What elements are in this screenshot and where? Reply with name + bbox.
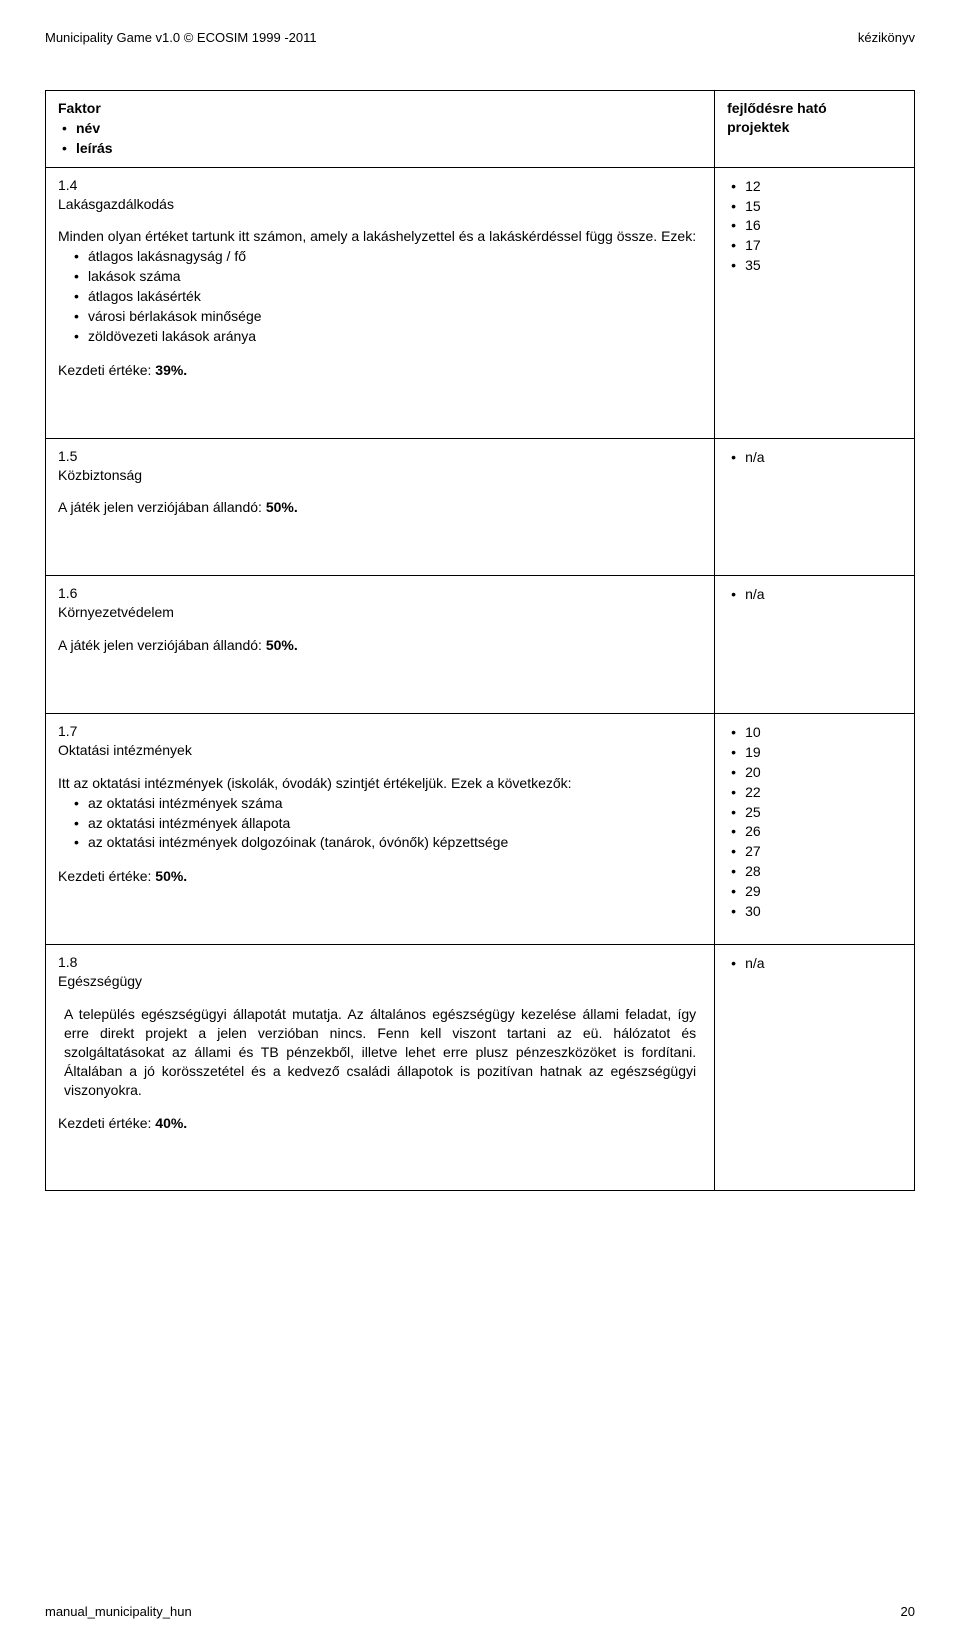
closing-prefix: A játék jelen verziójában állandó: bbox=[58, 499, 266, 515]
factor-para: Itt az oktatási intézmények (iskolák, óv… bbox=[58, 775, 572, 791]
project: 29 bbox=[727, 882, 902, 901]
bullet: az oktatási intézmények száma bbox=[70, 794, 702, 813]
project: n/a bbox=[727, 954, 902, 973]
footer-left: manual_municipality_hun bbox=[45, 1604, 192, 1619]
closing-value: 50%. bbox=[266, 499, 298, 515]
project: 12 bbox=[727, 177, 902, 196]
factor-cell: 1.6 Környezetvédelem A játék jelen verzi… bbox=[46, 576, 715, 714]
closing-value: 50%. bbox=[266, 637, 298, 653]
closing-prefix: A játék jelen verziójában állandó: bbox=[58, 637, 266, 653]
header-nev: név bbox=[76, 120, 100, 136]
factor-title: Lakásgazdálkodás bbox=[58, 196, 174, 212]
bullet: lakások száma bbox=[70, 267, 702, 286]
factor-title: Egészségügy bbox=[58, 973, 142, 989]
projects-cell: n/a bbox=[715, 945, 915, 1191]
project: 15 bbox=[727, 197, 902, 216]
projects-cell: n/a bbox=[715, 438, 915, 576]
table-header-row: Faktor név leírás fejlődésre ható projek… bbox=[46, 91, 915, 168]
footer-right: 20 bbox=[901, 1604, 915, 1619]
project: 27 bbox=[727, 842, 902, 861]
table-row: 1.5 Közbiztonság A játék jelen verziójáb… bbox=[46, 438, 915, 576]
factor-bullets: átlagos lakásnagyság / fő lakások száma … bbox=[70, 247, 702, 345]
project: 16 bbox=[727, 216, 902, 235]
bullet: az oktatási intézmények állapota bbox=[70, 814, 702, 833]
header-right-line1: fejlődésre ható bbox=[727, 100, 827, 116]
closing-value: 40%. bbox=[155, 1115, 187, 1131]
factor-table: Faktor név leírás fejlődésre ható projek… bbox=[45, 90, 915, 1191]
closing-prefix: Kezdeti értéke: bbox=[58, 362, 155, 378]
factor-bullets: az oktatási intézmények száma az oktatás… bbox=[70, 794, 702, 853]
projects-cell: n/a bbox=[715, 576, 915, 714]
bullet: átlagos lakásnagyság / fő bbox=[70, 247, 702, 266]
closing-value: 50%. bbox=[155, 868, 187, 884]
bullet: átlagos lakásérték bbox=[70, 287, 702, 306]
project: n/a bbox=[727, 585, 902, 604]
project: 25 bbox=[727, 803, 902, 822]
factor-id: 1.8 bbox=[58, 954, 77, 970]
project: n/a bbox=[727, 448, 902, 467]
header-right: kézikönyv bbox=[858, 30, 915, 45]
page-header: Municipality Game v1.0 © ECOSIM 1999 -20… bbox=[45, 30, 915, 45]
factor-id: 1.6 bbox=[58, 585, 77, 601]
table-header-right: fejlődésre ható projektek bbox=[715, 91, 915, 168]
projects-list: 12 15 16 17 35 bbox=[727, 177, 902, 275]
closing-prefix: Kezdeti értéke: bbox=[58, 1115, 155, 1131]
header-right-line2: projektek bbox=[727, 119, 789, 135]
bullet: városi bérlakások minősége bbox=[70, 307, 702, 326]
bullet: zöldövezeti lakások aránya bbox=[70, 327, 702, 346]
projects-list: 10 19 20 22 25 26 27 28 29 30 bbox=[727, 723, 902, 921]
factor-cell: 1.8 Egészségügy A település egészségügyi… bbox=[46, 945, 715, 1191]
header-leiras: leírás bbox=[76, 140, 113, 156]
projects-list: n/a bbox=[727, 954, 902, 973]
table-header-left: Faktor név leírás bbox=[46, 91, 715, 168]
project: 28 bbox=[727, 862, 902, 881]
table-row: 1.6 Környezetvédelem A játék jelen verzi… bbox=[46, 576, 915, 714]
project: 19 bbox=[727, 743, 902, 762]
project: 26 bbox=[727, 822, 902, 841]
header-left: Municipality Game v1.0 © ECOSIM 1999 -20… bbox=[45, 30, 317, 45]
projects-cell: 10 19 20 22 25 26 27 28 29 30 bbox=[715, 714, 915, 945]
factor-para: Minden olyan értéket tartunk itt számon,… bbox=[58, 228, 696, 244]
project: 35 bbox=[727, 256, 902, 275]
factor-id: 1.7 bbox=[58, 723, 77, 739]
factor-title: Környezetvédelem bbox=[58, 604, 174, 620]
factor-cell: 1.4 Lakásgazdálkodás Minden olyan értéke… bbox=[46, 167, 715, 438]
table-row: 1.8 Egészségügy A település egészségügyi… bbox=[46, 945, 915, 1191]
projects-list: n/a bbox=[727, 585, 902, 604]
header-faktor: Faktor bbox=[58, 100, 101, 116]
closing-prefix: Kezdeti értéke: bbox=[58, 868, 155, 884]
factor-id: 1.5 bbox=[58, 448, 77, 464]
factor-title: Közbiztonság bbox=[58, 467, 142, 483]
projects-cell: 12 15 16 17 35 bbox=[715, 167, 915, 438]
projects-list: n/a bbox=[727, 448, 902, 467]
closing-value: 39%. bbox=[155, 362, 187, 378]
page-footer: manual_municipality_hun 20 bbox=[45, 1604, 915, 1619]
table-row: 1.4 Lakásgazdálkodás Minden olyan értéke… bbox=[46, 167, 915, 438]
project: 10 bbox=[727, 723, 902, 742]
project: 30 bbox=[727, 902, 902, 921]
project: 20 bbox=[727, 763, 902, 782]
factor-cell: 1.7 Oktatási intézmények Itt az oktatási… bbox=[46, 714, 715, 945]
factor-id: 1.4 bbox=[58, 177, 77, 193]
bullet: az oktatási intézmények dolgozóinak (tan… bbox=[70, 833, 702, 852]
factor-cell: 1.5 Közbiztonság A játék jelen verziójáb… bbox=[46, 438, 715, 576]
table-row: 1.7 Oktatási intézmények Itt az oktatási… bbox=[46, 714, 915, 945]
project: 22 bbox=[727, 783, 902, 802]
factor-para: A település egészségügyi állapotát mutat… bbox=[58, 1005, 702, 1099]
factor-title: Oktatási intézmények bbox=[58, 742, 192, 758]
project: 17 bbox=[727, 236, 902, 255]
page: Municipality Game v1.0 © ECOSIM 1999 -20… bbox=[0, 0, 960, 1649]
